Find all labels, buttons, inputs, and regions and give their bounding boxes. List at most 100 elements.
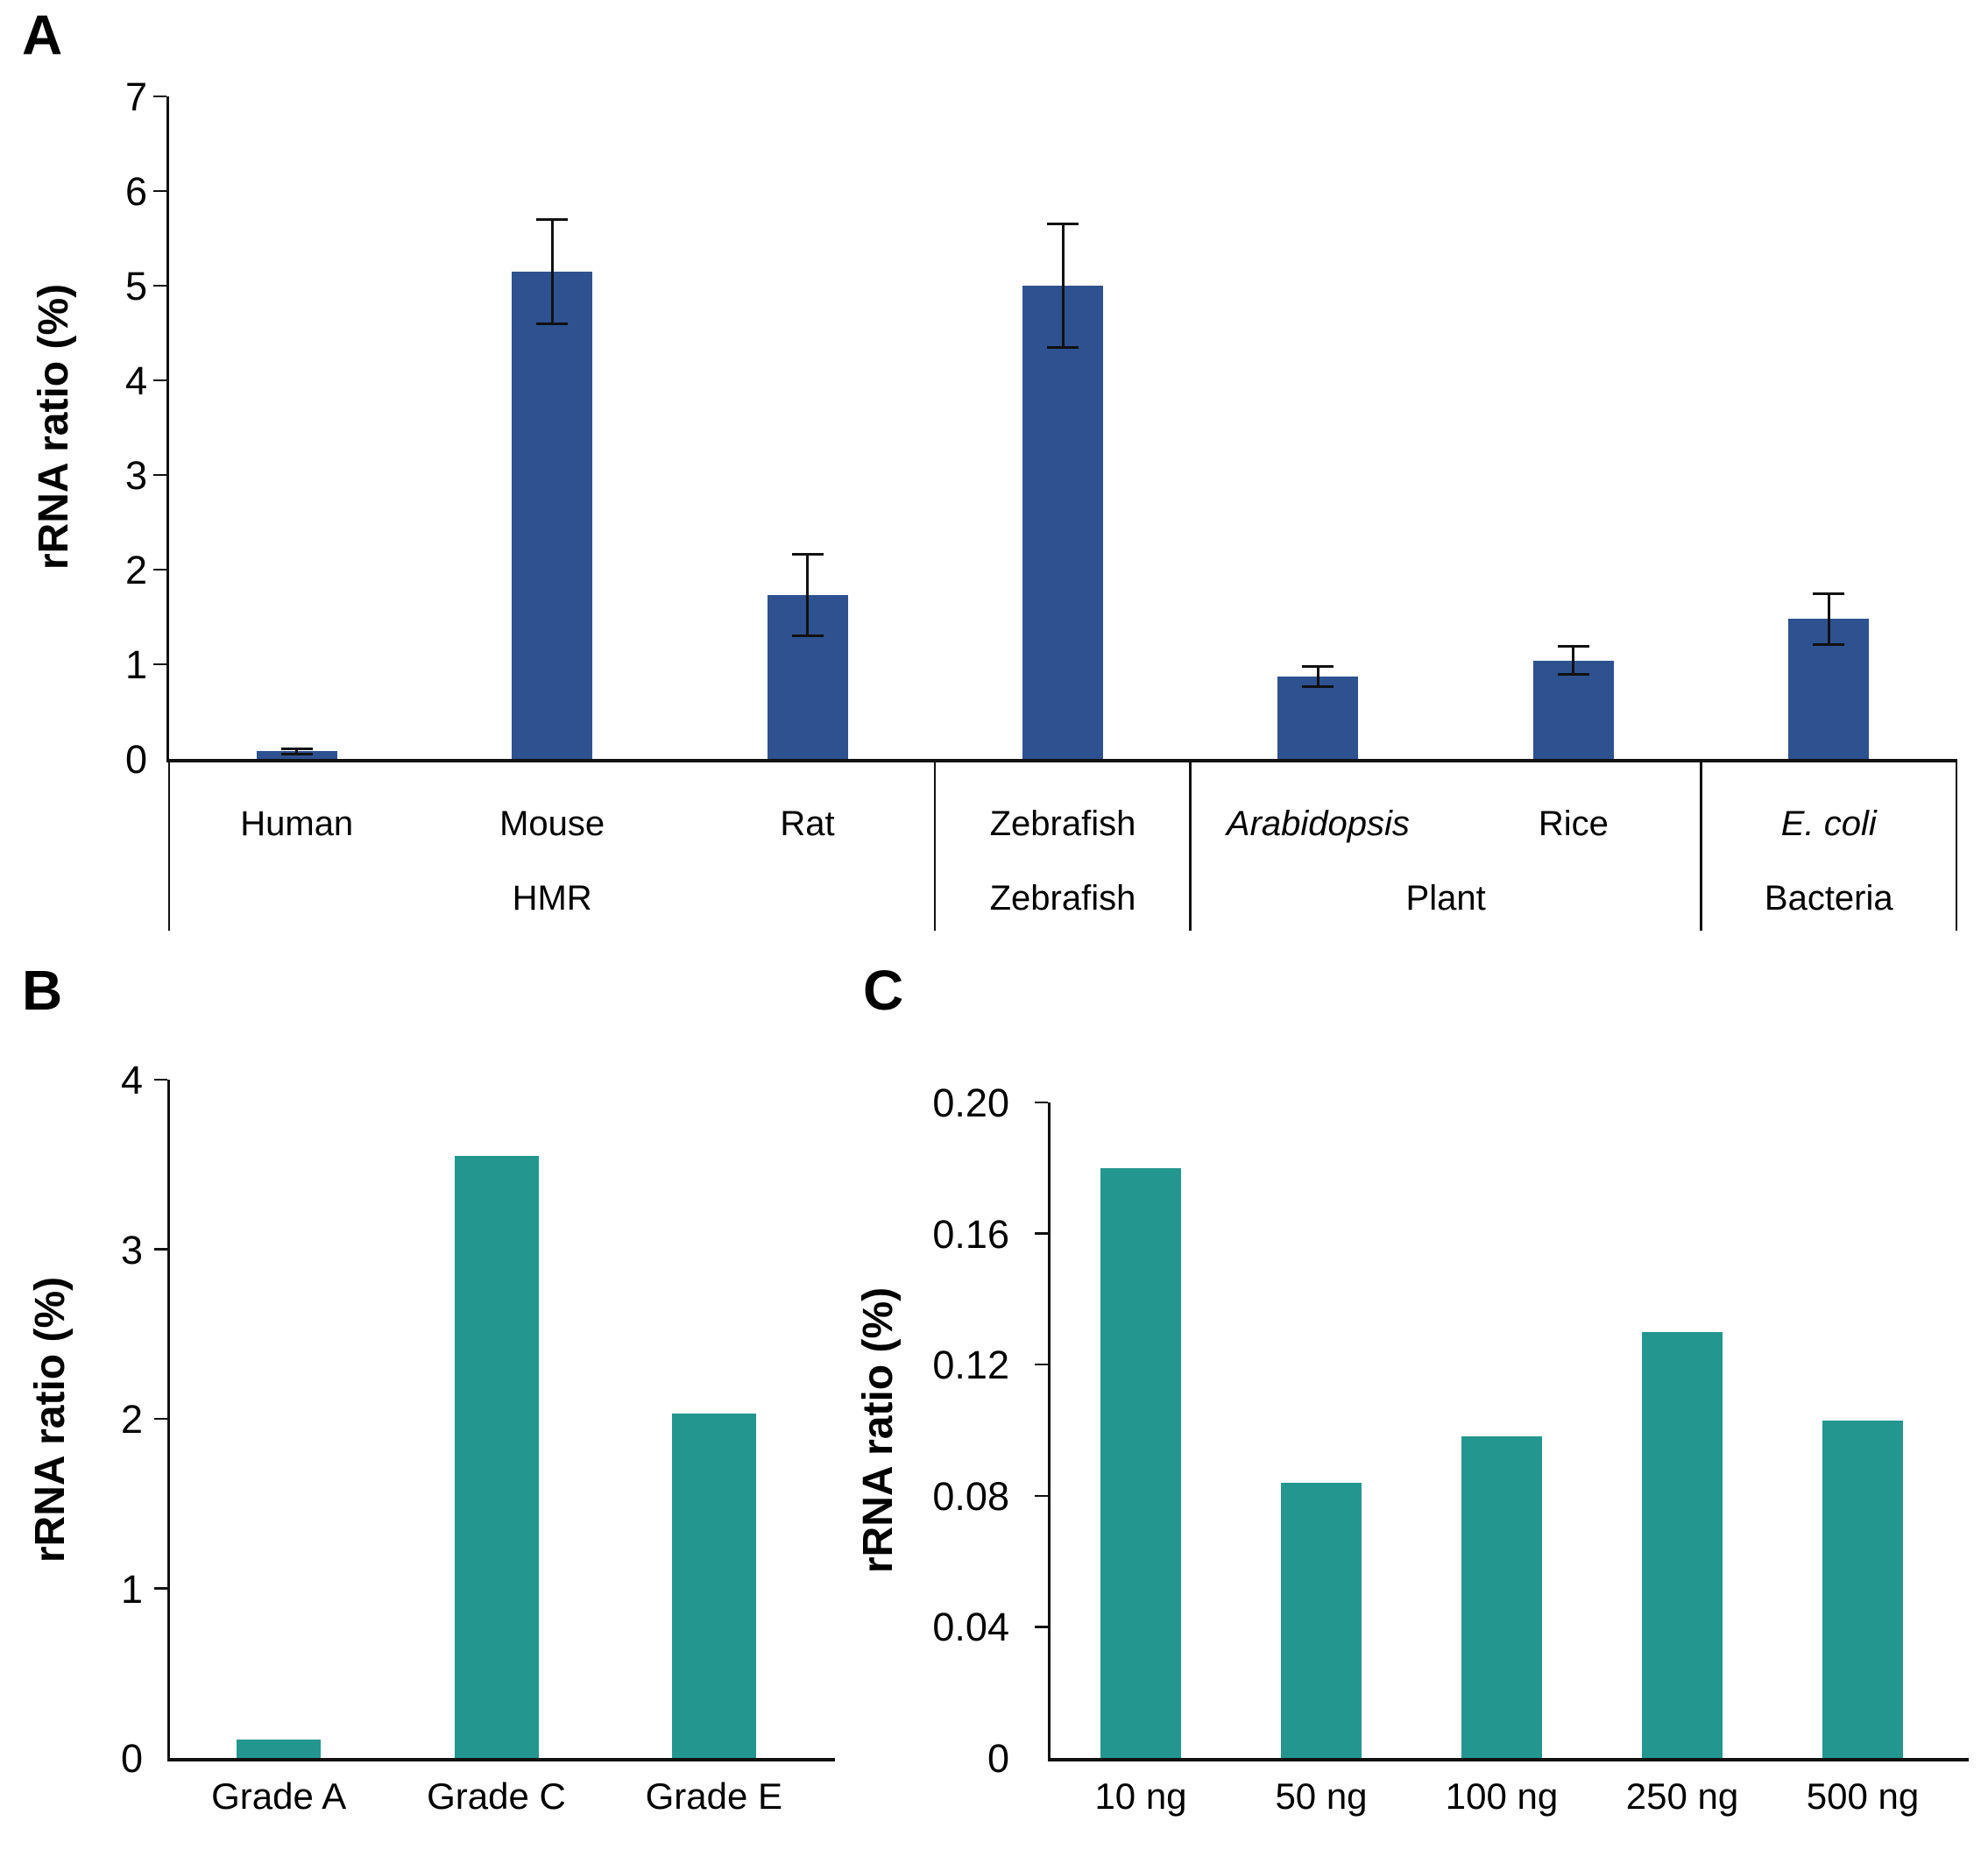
category-label: Zebrafish (989, 804, 1136, 843)
bar-grade-e (671, 1414, 756, 1758)
error-bar-cap-bottom (1813, 642, 1845, 646)
category-label: E. coli (1780, 804, 1877, 843)
panel-letter-a: A (22, 4, 63, 67)
error-bar-cap-top (1813, 592, 1845, 595)
y-tick (153, 663, 166, 666)
y-axis-title-a: rRNA ratio (%) (31, 283, 77, 571)
error-bar-cap-top (1557, 644, 1589, 648)
y-tick-label: 0.08 (932, 1473, 1009, 1519)
error-bar-cap-top (1047, 223, 1079, 226)
y-tick-label: 0 (120, 1736, 143, 1781)
error-bar-cap-bottom (536, 322, 569, 325)
error-bar-cap-top (536, 217, 569, 221)
y-axis-line (166, 96, 169, 759)
error-bar (1316, 666, 1319, 687)
bar-250-ng (1642, 1331, 1723, 1758)
panel-letter-b: B (22, 959, 63, 1022)
y-tick (154, 1078, 167, 1081)
error-bar (806, 554, 810, 636)
y-tick-label: 1 (120, 1566, 143, 1612)
y-tick-label: 4 (120, 1058, 143, 1102)
bar-rice (1532, 660, 1614, 759)
y-tick-label: 3 (124, 453, 147, 498)
group-label: HMR (512, 879, 592, 918)
y-tick-label: 5 (124, 264, 147, 308)
y-tick (1035, 1232, 1048, 1235)
y-tick (154, 1248, 167, 1251)
y-tick (153, 473, 166, 477)
group-divider (167, 759, 170, 931)
category-label: 250 ng (1625, 1775, 1739, 1817)
bar-50-ng (1281, 1482, 1362, 1758)
panel-letter-c: C (863, 959, 904, 1022)
y-tick-label: 2 (124, 548, 147, 592)
error-bar (1572, 646, 1575, 675)
group-divider (933, 759, 937, 931)
group-label: Zebrafish (989, 879, 1136, 918)
error-bar (550, 219, 554, 324)
category-label: Human (240, 804, 354, 843)
y-tick (154, 1417, 167, 1421)
category-label: Rice (1538, 804, 1609, 843)
y-tick-label: 6 (124, 169, 147, 214)
y-tick-label: 0.20 (932, 1081, 1009, 1125)
category-label: Grade E (645, 1775, 783, 1817)
x-axis-line (1048, 1758, 1969, 1761)
error-bar-cap-bottom (791, 634, 824, 638)
y-tick-label: 2 (120, 1397, 143, 1442)
group-divider (1955, 759, 1957, 931)
y-tick (1035, 1494, 1048, 1498)
y-tick (153, 284, 166, 287)
x-axis-line (167, 1758, 835, 1761)
error-bar (295, 748, 299, 755)
y-tick-label: 1 (124, 642, 147, 687)
category-label: Grade A (211, 1775, 347, 1817)
y-tick-label: 7 (124, 74, 147, 119)
bar-10-ng (1100, 1167, 1181, 1758)
category-label: 500 ng (1806, 1775, 1920, 1817)
group-divider (1700, 759, 1702, 931)
category-label: Rat (780, 804, 835, 843)
bar-500-ng (1822, 1420, 1903, 1758)
x-axis-line (166, 759, 1956, 762)
error-bar (1827, 593, 1830, 645)
y-tick-label: 0 (987, 1736, 1009, 1781)
error-bar-cap-top (280, 747, 313, 750)
error-bar-cap-top (1302, 664, 1334, 668)
error-bar-cap-bottom (1047, 345, 1079, 349)
y-axis-line (1048, 1102, 1051, 1758)
y-tick (153, 379, 166, 382)
y-tick (154, 1587, 167, 1590)
y-tick-label: 0 (124, 737, 147, 782)
y-tick (1035, 1101, 1048, 1104)
group-divider (1189, 759, 1192, 931)
y-axis-line (167, 1080, 170, 1758)
y-tick (153, 568, 166, 571)
category-label: 100 ng (1445, 1775, 1559, 1817)
error-bar (1061, 223, 1065, 348)
category-label: Arabidopsis (1226, 804, 1410, 843)
category-label: Grade C (427, 1775, 566, 1817)
error-bar-cap-bottom (280, 753, 313, 756)
category-label: Mouse (499, 804, 605, 843)
error-bar-cap-bottom (1302, 685, 1334, 689)
y-tick-label: 0.04 (932, 1605, 1009, 1650)
y-tick (153, 189, 166, 193)
y-tick (153, 95, 166, 98)
category-label: 10 ng (1094, 1775, 1187, 1817)
group-label: Plant (1405, 879, 1486, 918)
y-tick-label: 4 (124, 358, 147, 403)
y-tick-label: 0.16 (932, 1211, 1009, 1257)
bar-grade-c (454, 1156, 539, 1758)
bar-mouse (512, 271, 593, 759)
bar-arabidopsis (1277, 677, 1359, 759)
bar-zebrafish (1022, 286, 1103, 759)
bar-100-ng (1461, 1436, 1542, 1758)
error-bar-cap-bottom (1557, 673, 1589, 677)
y-tick (1035, 1363, 1048, 1366)
error-bar-cap-top (791, 553, 824, 556)
category-label: 50 ng (1275, 1775, 1368, 1817)
y-tick-label: 3 (120, 1227, 143, 1272)
bar-grade-a (237, 1739, 322, 1758)
